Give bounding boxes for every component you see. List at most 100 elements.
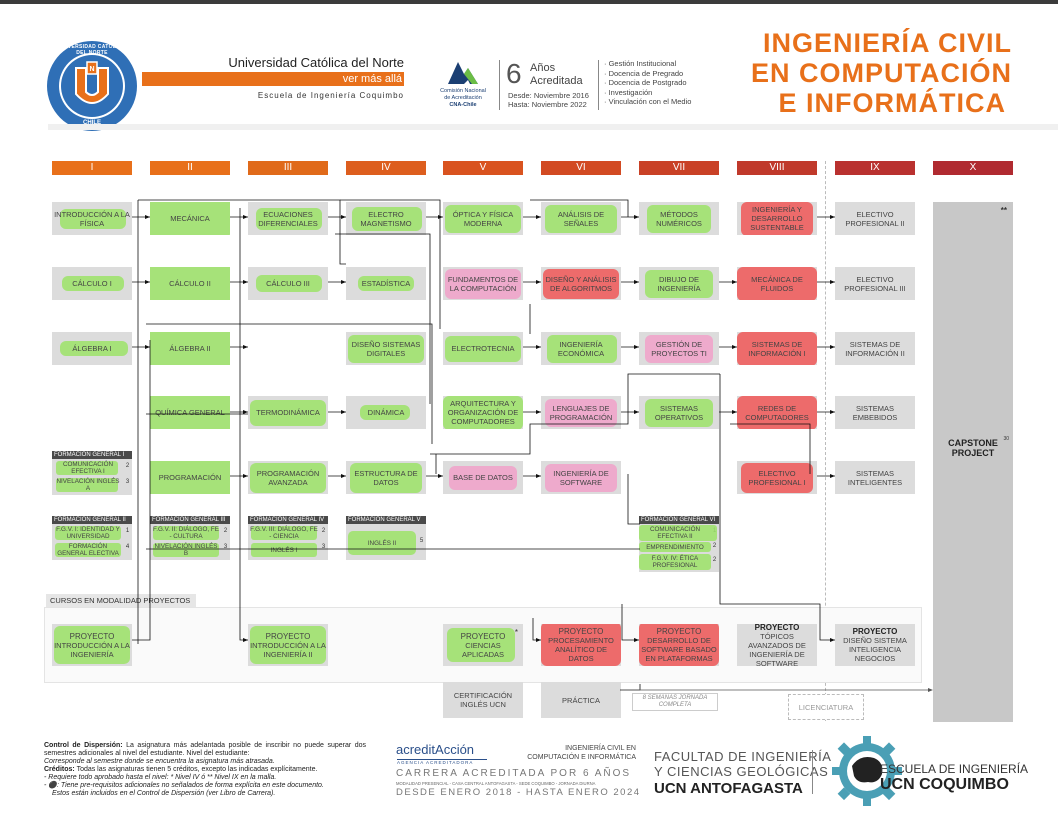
course-label: MÉTODOS NUMÉRICOS	[656, 209, 702, 228]
course-calculo-3[interactable]: CÁLCULO III	[248, 267, 328, 300]
header-divider	[48, 124, 1058, 130]
fg-item[interactable]: COMUNICACIÓN EFECTIVA I	[54, 460, 122, 476]
proyecto-desarrollo[interactable]: PROYECTO DESARROLLO DE SOFTWARE BASADO EN…	[639, 624, 719, 666]
course-fluidos[interactable]: MECÁNICA DE FLUIDOS	[737, 267, 817, 300]
fg-item[interactable]: F.G.V. IV: ÉTICA PROFESIONAL	[639, 554, 711, 570]
course-economica[interactable]: INGENIERÍA ECONÓMICA	[541, 332, 621, 365]
course-electromagnetismo[interactable]: ELECTRO MAGNETISMO	[346, 202, 426, 235]
fg-item[interactable]: EMPRENDIMIENTO	[639, 542, 711, 552]
fg-item[interactable]: F.G.V. I: IDENTIDAD Y UNIVERSIDAD	[55, 526, 121, 540]
facultad-2: Y CIENCIAS GEOLÓGICAS	[654, 764, 829, 779]
course-prog-avanzada[interactable]: PROGRAMACIÓN AVANZADA	[248, 461, 328, 494]
course-ecuaciones[interactable]: ECUACIONES DIFERENCIALES	[248, 202, 328, 235]
approved-mark	[350, 463, 422, 493]
proyecto-procesamiento[interactable]: PROYECTO PROCESAMIENTO ANALÍTICO DE DATOS	[541, 624, 621, 666]
in-progress-mark	[545, 464, 617, 492]
course-estadistica[interactable]: ESTADÍSTICA	[346, 267, 426, 300]
approved-mark	[153, 543, 219, 557]
course-sustentable[interactable]: INGENIERÍA Y DESARROLLO SUSTENTABLE	[737, 202, 817, 235]
course-inteligentes[interactable]: SISTEMAS INTELIGENTES	[835, 461, 915, 494]
course-dibujo[interactable]: DIBUJO DE INGENIERÍA	[639, 267, 719, 300]
course-intro-fisica[interactable]: INTRODUCCIÓN A LA FÍSICA	[52, 202, 132, 235]
course-lenguajes[interactable]: LENGUAJES DE PROGRAMACIÓN	[541, 396, 621, 429]
course-label: ELECTIVO PROFESIONAL III	[844, 274, 906, 293]
formacion-general-5: FORMACIÓN GENERAL V INGLÉS II 5	[346, 516, 426, 560]
course-electivo-2[interactable]: ELECTIVO PROFESIONAL II	[835, 202, 915, 235]
seal-text-bottom: CHILE	[83, 120, 101, 126]
course-base-datos[interactable]: BASE DE DATOS	[443, 461, 523, 494]
course-electivo-3[interactable]: ELECTIVO PROFESIONAL III	[835, 267, 915, 300]
proyecto-diseno-sistema[interactable]: PROYECTO DISEÑO SISTEMA INTELIGENCIA NEGO…	[835, 624, 915, 666]
course-termodinamica[interactable]: TERMODINÁMICA	[248, 396, 328, 429]
course-sist-info-1[interactable]: SISTEMAS DE INFORMACIÓN I	[737, 332, 817, 365]
course-programacion[interactable]: PROGRAMACIÓN	[150, 461, 230, 494]
course-senales[interactable]: ANÁLISIS DE SEÑALES	[541, 202, 621, 235]
university-name: Universidad Católica del Norte	[228, 55, 404, 70]
fg-item[interactable]: NIVELACIÓN INGLÉS B	[153, 543, 219, 557]
practica[interactable]: PRÁCTICA	[541, 682, 621, 718]
formacion-general-4: FORMACIÓN GENERAL IV F.G.V. III: DIÁLOGO…	[248, 516, 328, 560]
course-sistemas-op[interactable]: SISTEMAS OPERATIVOS	[639, 396, 719, 429]
course-electrotecnia[interactable]: ELECTROTECNIA	[443, 332, 523, 365]
course-redes[interactable]: REDES DE COMPUTADORES	[737, 396, 817, 429]
creditos-text: Créditos: Todas las asignaturas tienen 5…	[44, 766, 318, 773]
course-fundamentos[interactable]: FUNDAMENTOS DE LA COMPUTACIÓN	[443, 267, 523, 300]
fg-item[interactable]: F.G.V. II: DIÁLOGO, FE - CULTURA	[153, 526, 219, 540]
footer-notes: Control de Dispersión: La asignatura más…	[44, 742, 366, 798]
semester-header-1: I	[52, 161, 132, 175]
course-label: INGENIERÍA Y DESARROLLO SUSTENTABLE	[750, 205, 804, 232]
course-label: DISEÑO SISTEMAS DIGITALES	[351, 339, 421, 358]
proyecto-ciencias[interactable]: PROYECTO CIENCIAS APLICADAS *	[443, 624, 523, 666]
course-sist-info-2[interactable]: SISTEMAS DE INFORMACIÓN II	[835, 332, 915, 365]
fg-credits: 1	[125, 528, 130, 534]
course-software[interactable]: INGENIERÍA DE SOFTWARE	[541, 461, 621, 494]
course-gestion[interactable]: GESTIÓN DE PROYECTOS TI	[639, 332, 719, 365]
carrera-acreditada: CARRERA ACREDITADA POR 6 AÑOS	[396, 768, 632, 779]
course-quimica[interactable]: QUÍMICA GENERAL	[150, 396, 230, 429]
course-embebidos[interactable]: SISTEMAS EMBEBIDOS	[835, 396, 915, 429]
proyecto-mark: *	[514, 628, 518, 637]
course-diseno-sistemas[interactable]: DISEÑO SISTEMAS DIGITALES	[346, 332, 426, 365]
fg-item[interactable]: FORMACIÓN GENERAL ELECTIVA	[54, 542, 122, 558]
slogan: ver más allá	[342, 73, 402, 85]
course-optica[interactable]: ÓPTICA Y FÍSICA MODERNA	[443, 202, 523, 235]
course-algebra-1[interactable]: ÁLGEBRA I	[52, 332, 132, 365]
course-label: DISEÑO Y ANÁLISIS DE ALGORITMOS	[545, 274, 617, 293]
course-algebra-2[interactable]: ÁLGEBRA II	[150, 332, 230, 365]
course-mecanica[interactable]: MECÁNICA	[150, 202, 230, 235]
accreditation-areas: · Gestión Institucional · Docencia de Pr…	[604, 59, 724, 107]
course-electivo-1[interactable]: ELECTIVO PROFESIONAL I	[737, 461, 817, 494]
course-algoritmos[interactable]: DISEÑO Y ANÁLISIS DE ALGORITMOS	[541, 267, 621, 300]
course-calculo-2[interactable]: CÁLCULO II	[150, 267, 230, 300]
course-calculo-1[interactable]: CÁLCULO I	[52, 267, 132, 300]
approved-mark	[60, 209, 126, 229]
course-label: BASE DE DATOS	[453, 473, 513, 482]
course-metodos[interactable]: MÉTODOS NUMÉRICOS	[639, 202, 719, 235]
fg-item[interactable]: COMUNICACIÓN EFECTIVA II	[639, 525, 717, 541]
course-estructura-datos[interactable]: ESTRUCTURA DE DATOS	[346, 461, 426, 494]
approved-mark	[56, 478, 118, 492]
fg-item[interactable]: NIVELACIÓN INGLÉS A	[56, 478, 120, 492]
course-label: MECÁNICA DE FLUIDOS	[751, 274, 803, 293]
fg-title: FORMACIÓN GENERAL I	[52, 451, 132, 459]
proyecto-intro-1[interactable]: PROYECTO INTRODUCCIÓN A LA INGENIERÍA	[52, 624, 132, 666]
course-label: ECUACIONES DIFERENCIALES	[258, 209, 318, 228]
certificacion-ingles[interactable]: CERTIFICACIÓN INGLÉS UCN	[443, 682, 523, 718]
school-name: Escuela de Ingeniería Coquimbo	[257, 91, 404, 100]
course-label: ESTADÍSTICA	[361, 279, 411, 288]
slogan-bar	[142, 72, 404, 86]
accreditation-years-number: 6	[506, 58, 522, 89]
fg-item[interactable]: INGLÉS II	[348, 530, 416, 556]
fg-item[interactable]: INGLÉS I	[250, 542, 318, 558]
course-label: ÁLGEBRA II	[169, 344, 211, 353]
capstone-project[interactable]: ** CAPSTONE PROJECT 30	[933, 202, 1013, 722]
proyecto-intro-2[interactable]: PROYECTO INTRODUCCIÓN A LA INGENIERÍA II	[248, 624, 328, 666]
course-dinamica[interactable]: DINÁMICA	[346, 396, 426, 429]
fg-item[interactable]: F.G.V. III: DIÁLOGO, FE - CIENCIA	[250, 526, 318, 540]
university-seal: N UNIVERSIDAD CATÓLICA DEL NORTE CHILE	[46, 40, 138, 132]
semester-header-6: VI	[541, 161, 621, 175]
course-arquitectura[interactable]: ARQUITECTURA Y ORGANIZACIÓN DE COMPUTADO…	[443, 396, 523, 429]
svg-text:N: N	[89, 66, 94, 73]
course-label: SISTEMAS EMBEBIDOS	[852, 403, 898, 422]
proyecto-topicos[interactable]: PROYECTO TÓPICOS AVANZADOS DE INGENIERÍA …	[737, 624, 817, 666]
